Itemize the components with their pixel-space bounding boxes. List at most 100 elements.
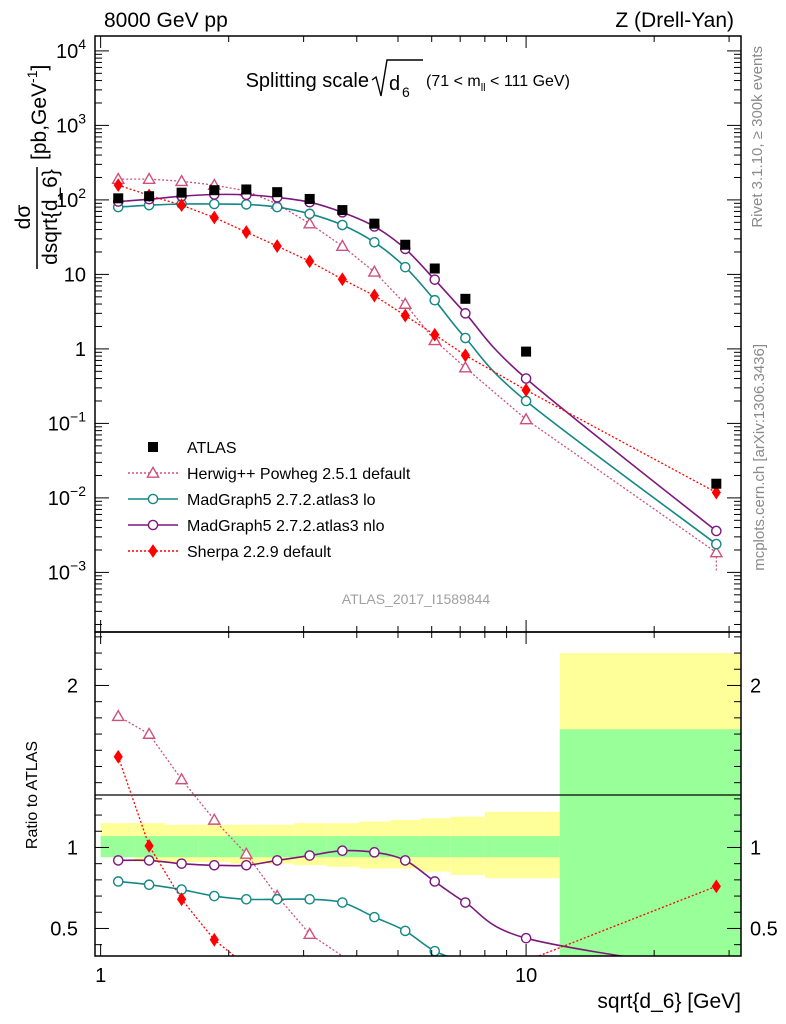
cut-sub: ll xyxy=(481,82,486,94)
series-0-ratio-point xyxy=(174,772,189,785)
series-3-main-point xyxy=(460,348,470,363)
atlas-data-point xyxy=(144,191,155,202)
series-1-main-point xyxy=(429,294,441,306)
series-2-main-point xyxy=(429,274,441,285)
legend-marker xyxy=(148,544,158,558)
series-3-main-point xyxy=(430,327,440,342)
xlabel: sqrt{d_6} [GeV] xyxy=(597,990,741,1013)
series-1-ratio-point xyxy=(208,890,220,902)
band-inner-bin xyxy=(484,836,560,858)
ylabel-numerator: dσ xyxy=(12,205,35,230)
y-tick-exponent: 3 xyxy=(78,110,86,126)
main-ylabel: dσ dsqrt{d_6} [pb,GeV-1] xyxy=(12,65,62,269)
atlas-data-point xyxy=(176,187,187,198)
atlas-data-point xyxy=(337,205,348,216)
atlas-data-point xyxy=(711,478,722,489)
series-2-ratio-point xyxy=(271,855,283,866)
ratio-y-tick-label-right: 1 xyxy=(750,837,761,859)
y-tick-label: 102 xyxy=(56,185,86,212)
atlas-data-point xyxy=(304,193,315,204)
series-2-ratio-point xyxy=(304,850,315,861)
y-tick-label: 1 xyxy=(75,339,86,361)
series-0-ratio-point xyxy=(111,709,126,722)
band-inner-bin xyxy=(559,729,741,956)
series-3-ratio-point xyxy=(144,838,154,853)
sqrt-symbol xyxy=(371,59,423,97)
series-2-main-point xyxy=(520,373,532,384)
cut-pre: (71 < m xyxy=(426,73,481,90)
ratio-y-tick-label-right: 0.5 xyxy=(750,918,778,940)
series-0-main-point xyxy=(709,545,724,558)
series-1-main-point xyxy=(711,538,722,550)
x-tick-label: 10 xyxy=(515,965,537,987)
atlas-data-point xyxy=(209,185,220,196)
ratio-uncertainty-bands xyxy=(100,653,741,956)
legend-marker xyxy=(146,465,160,478)
analysis-watermark: ATLAS_2017_I1589844 xyxy=(342,591,491,607)
ratio-ylabel: Ratio to ATLAS xyxy=(24,741,41,849)
series-0-ratio-point xyxy=(207,812,222,825)
series-3-ratio-point xyxy=(177,892,187,907)
series-0-ratio-point xyxy=(239,846,254,859)
legend-label: Sherpa 2.2.9 default xyxy=(187,544,332,561)
ratio-y-tick-label-left: 2 xyxy=(67,675,78,697)
series-2-ratio-point xyxy=(520,932,532,944)
series-3-ratio-point xyxy=(113,749,123,764)
series-1-main-point xyxy=(369,236,380,248)
series-3-main-point xyxy=(305,254,315,269)
main-series-layer xyxy=(111,172,724,571)
atlas-data-point xyxy=(400,239,411,250)
chart-title-cut: (71 < mll < 111 GeV) xyxy=(426,73,570,94)
chart-title: Splitting scale d 6 (71 < mll < 111 GeV) xyxy=(246,59,570,100)
atlas-data-point xyxy=(369,218,380,229)
series-1-ratio-point xyxy=(271,894,283,905)
series-2-ratio-point xyxy=(337,845,348,857)
series-1-main-point xyxy=(460,332,471,344)
y-tick-label: 104 xyxy=(56,36,86,63)
y-tick-base: 10 xyxy=(48,413,70,435)
legend-label: ATLAS xyxy=(187,440,237,457)
series-3-ratio-point xyxy=(711,879,721,894)
y-tick-base: 10 xyxy=(48,562,70,584)
ylabel-unit-close: ] xyxy=(28,65,51,71)
ratio-frame xyxy=(94,631,742,957)
atlas-data-point xyxy=(521,346,532,357)
y-tick-base: 10 xyxy=(48,488,70,510)
series-1-ratio-point xyxy=(241,894,252,905)
series-1-ratio-point xyxy=(112,876,124,887)
band-inner-bin xyxy=(390,836,421,858)
band-inner-bin xyxy=(100,836,135,858)
series-0-ratio-point xyxy=(142,727,156,739)
series-1-main-point xyxy=(271,201,283,213)
main-data-layer xyxy=(113,184,722,489)
series-2-main-point xyxy=(460,308,471,319)
y-tick-base: 10 xyxy=(56,115,78,137)
atlas-data-point xyxy=(241,184,252,195)
series-1-main-point xyxy=(399,261,411,273)
band-inner-bin xyxy=(230,836,263,858)
chart-title-sqrt-sub: 6 xyxy=(402,84,410,100)
series-1-ratio-point xyxy=(369,911,380,923)
series-0-main-point xyxy=(335,239,350,251)
series-0-main-point xyxy=(142,172,156,185)
legend: ATLAS Herwig++ Powheg 2.5.1 default MadGra… xyxy=(128,440,411,561)
band-inner-bin xyxy=(165,836,199,858)
mcplots-label: mcplots.cern.ch [arXiv:1306.3436] xyxy=(751,344,768,571)
y-tick-exponent: −1 xyxy=(70,408,86,424)
x-tick-label: 1 xyxy=(95,965,106,987)
y-tick-label: 10−3 xyxy=(48,557,86,584)
series-3-main-line xyxy=(117,184,717,494)
series-2-ratio-point xyxy=(429,876,441,887)
series-3-main-point xyxy=(400,308,410,323)
band-inner-bin xyxy=(294,836,327,858)
legend-marker xyxy=(147,493,159,505)
y-tick-base: 10 xyxy=(56,41,78,63)
atlas-data-point xyxy=(113,193,124,204)
band-inner-bin xyxy=(450,836,485,858)
y-tick-base: 1 xyxy=(75,339,86,361)
series-1-ratio-point xyxy=(304,894,315,905)
y-tick-label: 10 xyxy=(64,264,86,286)
ylabel-unit: [pb,GeV-1] xyxy=(24,65,51,160)
series-1-main-point xyxy=(241,199,252,210)
